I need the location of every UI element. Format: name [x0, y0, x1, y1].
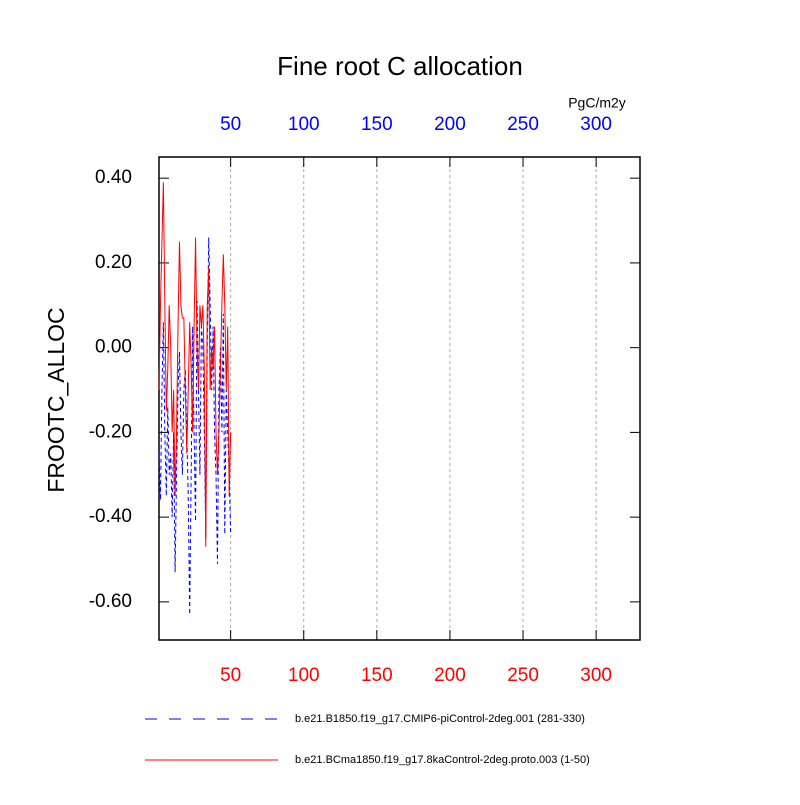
legend-label: b.e21.BCma1850.f19_g17.8kaControl-2deg.p…: [295, 754, 590, 766]
x2-tick-label: 50: [220, 114, 241, 135]
x2-tick-label: 150: [361, 114, 393, 135]
x-tick-label: 150: [361, 665, 393, 686]
x-tick-label: 300: [580, 665, 612, 686]
legend-label: b.e21.B1850.f19_g17.CMIP6-piControl-2deg…: [295, 713, 585, 725]
plot-frame: [158, 156, 641, 641]
y-axis-label: FROOTC_ALLOC: [43, 307, 69, 492]
y-tick-label: -0.20: [89, 421, 132, 442]
y-tick-label: -0.60: [89, 591, 132, 612]
x-tick-label: 200: [434, 665, 466, 686]
x2-tick-label: 100: [288, 114, 320, 135]
y-tick-label: 0.00: [95, 337, 132, 358]
x2-tick-label: 250: [507, 114, 539, 135]
x-tick-label: 250: [507, 665, 539, 686]
x-tick-label: 100: [288, 665, 320, 686]
series-line: [158, 182, 232, 547]
series-line: [158, 237, 232, 615]
x2-tick-label: 200: [434, 114, 466, 135]
y-tick-label: 0.40: [95, 167, 132, 188]
chart-title: Fine root C allocation: [277, 51, 523, 81]
y-tick-label: -0.40: [89, 506, 132, 527]
x2-axis-label: PgC/m2y: [568, 95, 626, 111]
y-tick-label: 0.20: [95, 252, 132, 273]
x-tick-label: 50: [220, 665, 241, 686]
x2-tick-label: 300: [580, 114, 612, 135]
